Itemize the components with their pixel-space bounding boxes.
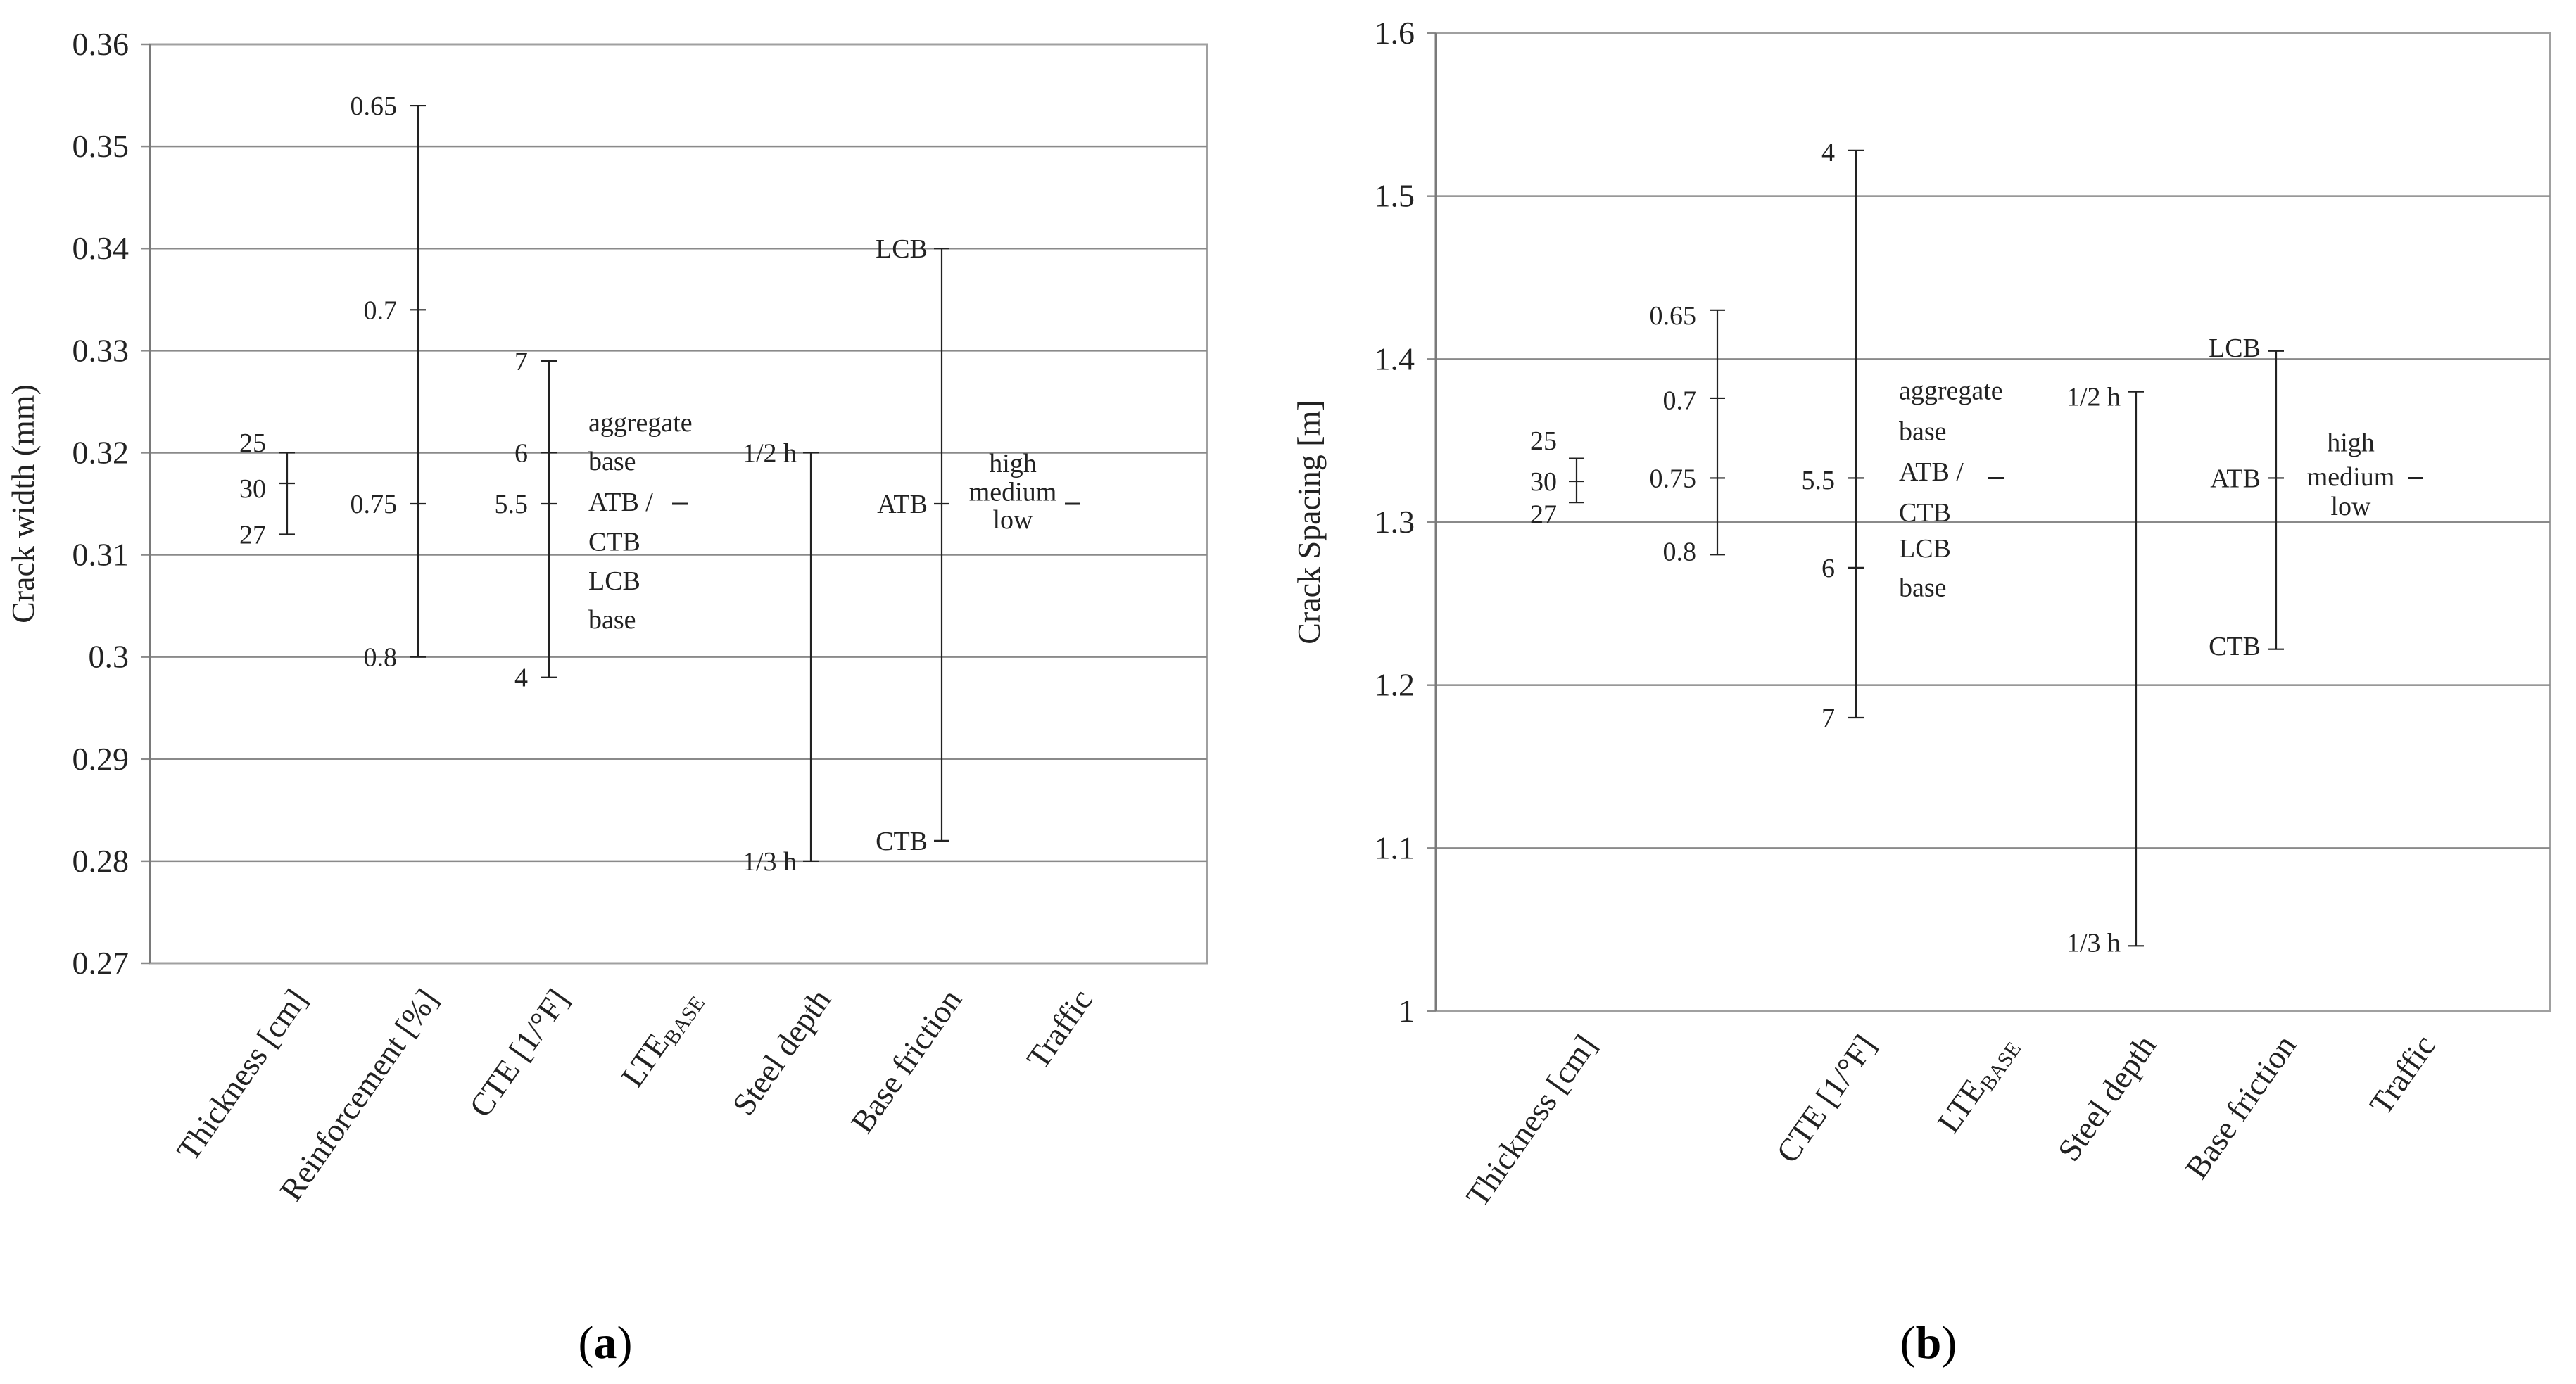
range-label: 6 — [1821, 554, 1835, 583]
panel-label-close-paren: ) — [1941, 1317, 1957, 1369]
category-label: LTEBASE — [1930, 1028, 2026, 1141]
y-tick-label: 0.29 — [72, 741, 130, 777]
range-label: 0.7 — [364, 296, 398, 325]
category-label: Thickness [cm] — [170, 982, 314, 1167]
range-label: 4 — [1821, 138, 1835, 167]
y-tick-label: 0.34 — [72, 230, 130, 266]
panel-a-crack-width-chart: 0.27 0.28 0.29 0.3 0.31 0.32 0.33 0.34 0.35 0.36 C… — [5, 26, 1208, 1369]
category-label: LTEBASE — [614, 982, 709, 1096]
range-label: 27 — [239, 521, 266, 550]
range-label: ATB / — [588, 488, 653, 517]
range-label: 1/2 h — [743, 438, 797, 468]
range-label: 1/3 h — [743, 847, 797, 877]
range-label: 7 — [1821, 704, 1835, 733]
panel-label-open-paren: ( — [579, 1317, 594, 1369]
range-label: CTB — [2209, 632, 2261, 661]
panel-label-open-paren: ( — [1900, 1317, 1916, 1369]
range-label: 0.65 — [1650, 301, 1697, 331]
range-label: high — [989, 449, 1037, 478]
range-label: 25 — [239, 428, 266, 458]
range-label: 30 — [1530, 467, 1557, 497]
range-label: 27 — [1530, 500, 1557, 529]
panel-label: (b) — [1900, 1317, 1957, 1369]
y-tick-label: 1.2 — [1375, 667, 1415, 703]
y-tick-label: 1.5 — [1375, 178, 1415, 214]
range-label: 0.8 — [1663, 538, 1697, 567]
range-label: 5.5 — [1802, 466, 1836, 495]
category-label: Traffic — [1020, 982, 1100, 1075]
category-label: Base friction — [844, 982, 968, 1139]
range-label: low — [993, 505, 1034, 535]
range-label: CTB — [1899, 498, 1951, 528]
range-label: 0.8 — [364, 643, 398, 673]
panel-b-crack-spacing-chart: 1 1.1 1.2 1.3 1.4 1.5 1.6 Crack Spacing [m] Thic… — [1291, 15, 2551, 1369]
category-label: Thickness [cm] — [1459, 1028, 1603, 1213]
range-label: 1/3 h — [2066, 929, 2121, 958]
range-label: base — [1899, 573, 1947, 603]
range-label: 25 — [1530, 426, 1557, 456]
range-label: 7 — [514, 347, 528, 376]
range-label: LCB — [588, 566, 640, 596]
y-tick-label: 1.3 — [1375, 504, 1415, 540]
category-label: Steel depth — [2050, 1028, 2163, 1167]
panel-label-close-paren: ) — [617, 1317, 633, 1369]
y-tick-label: 1.4 — [1375, 341, 1415, 376]
range-label: medium — [2307, 462, 2395, 492]
range-label: LCB — [876, 234, 928, 264]
y-tick-label: 0.3 — [89, 639, 130, 675]
y-tick-label: 1.6 — [1375, 15, 1415, 51]
range-label: base — [1899, 417, 1947, 446]
range-label: 30 — [239, 474, 266, 504]
y-tick-label: 0.32 — [72, 434, 130, 470]
range-label: ATB / — [1899, 457, 1964, 487]
y-tick-label: 0.31 — [72, 537, 130, 573]
range-label: ATB — [2210, 464, 2261, 493]
range-label: ATB — [877, 490, 928, 519]
y-tick-label: 0.33 — [72, 332, 130, 368]
range-label: high — [2327, 428, 2375, 457]
range-label: 0.7 — [1663, 386, 1697, 415]
category-label: CTE [1/°F] — [462, 982, 576, 1123]
y-tick-label: 0.35 — [72, 128, 130, 164]
range-label: 5.5 — [495, 490, 529, 519]
range-label: CTB — [876, 827, 928, 856]
panel-label-letter: a — [594, 1317, 617, 1369]
range-label: 4 — [514, 664, 528, 693]
category-label: CTE [1/°F] — [1769, 1028, 1883, 1169]
range-label: 6 — [514, 438, 528, 468]
y-tick-label: 1 — [1399, 993, 1415, 1029]
range-label: base — [588, 605, 636, 635]
y-tick-label: 0.27 — [72, 945, 130, 981]
range-label: LCB — [1899, 534, 1951, 564]
y-axis-title: Crack Spacing [m] — [1291, 400, 1327, 644]
y-tick-label: 0.28 — [72, 843, 130, 879]
range-label: 0.75 — [351, 490, 398, 519]
range-label: CTB — [588, 528, 640, 557]
range-label: aggregate — [588, 408, 693, 438]
range-label: base — [588, 447, 636, 476]
range-label: 0.65 — [351, 91, 398, 121]
category-label: Steel depth — [725, 982, 838, 1122]
category-label: Traffic — [2363, 1028, 2443, 1121]
range-label: LCB — [2209, 334, 2261, 363]
range-label: medium — [969, 478, 1057, 507]
range-label: 0.75 — [1650, 464, 1697, 493]
y-tick-label: 1.1 — [1375, 830, 1415, 865]
y-axis-title: Crack width (mm) — [5, 384, 41, 623]
range-label: low — [2331, 492, 2372, 521]
panel-label-letter: b — [1916, 1317, 1942, 1369]
y-tick-label: 0.36 — [72, 26, 130, 62]
category-label: Base friction — [2178, 1028, 2303, 1185]
range-label: aggregate — [1899, 376, 2003, 405]
range-label: 1/2 h — [2066, 383, 2121, 412]
category-label-subscript: BASE — [1976, 1038, 2026, 1096]
panel-label: (a) — [579, 1317, 633, 1369]
category-label-subscript: BASE — [659, 992, 709, 1050]
